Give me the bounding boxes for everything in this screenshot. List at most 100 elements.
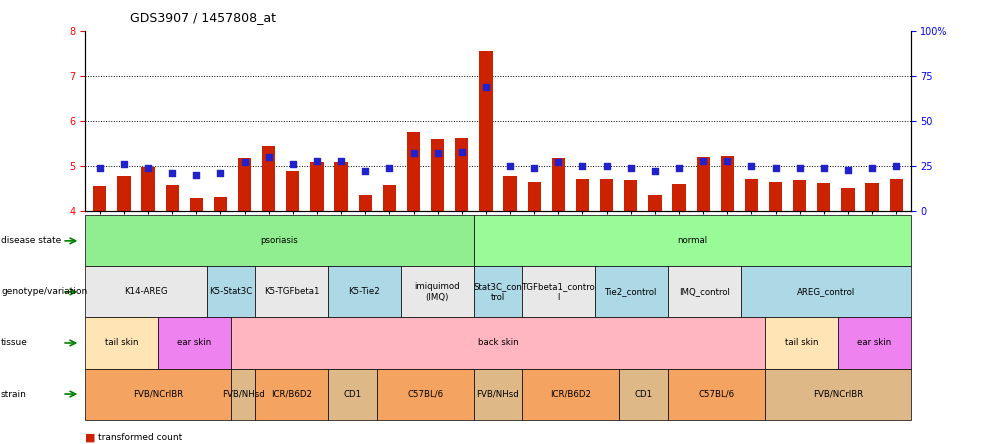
- Bar: [141, 167, 154, 211]
- Bar: [189, 198, 202, 211]
- Bar: [671, 184, 685, 211]
- Bar: [93, 186, 106, 211]
- Point: [694, 157, 710, 164]
- Text: FVB/NHsd: FVB/NHsd: [221, 389, 265, 399]
- Point: [212, 170, 228, 177]
- Text: genotype/variation: genotype/variation: [1, 287, 87, 297]
- Point: [526, 164, 542, 171]
- Point: [598, 163, 614, 170]
- Text: IMQ_control: IMQ_control: [678, 287, 729, 297]
- Text: strain: strain: [1, 389, 27, 399]
- Text: FVB/NCrIBR: FVB/NCrIBR: [812, 389, 862, 399]
- Bar: [817, 183, 830, 211]
- Text: normal: normal: [676, 236, 706, 246]
- Bar: [527, 182, 540, 211]
- Bar: [865, 183, 878, 211]
- Bar: [889, 178, 902, 211]
- Text: FVB/NCrIBR: FVB/NCrIBR: [133, 389, 183, 399]
- Point: [91, 164, 107, 171]
- Point: [622, 164, 638, 171]
- Text: tail skin: tail skin: [784, 338, 818, 348]
- Point: [477, 83, 493, 91]
- Text: K5-TGFbeta1: K5-TGFbeta1: [264, 287, 319, 297]
- Text: ICR/B6D2: ICR/B6D2: [550, 389, 591, 399]
- Bar: [479, 52, 492, 211]
- Point: [164, 170, 180, 177]
- Text: psoriasis: psoriasis: [261, 236, 298, 246]
- Point: [140, 164, 156, 171]
- Bar: [310, 163, 324, 211]
- Point: [815, 164, 831, 171]
- Bar: [599, 178, 612, 211]
- Bar: [262, 146, 276, 211]
- Text: C57BL/6: C57BL/6: [407, 389, 443, 399]
- Point: [188, 171, 204, 178]
- Text: K5-Tie2: K5-Tie2: [349, 287, 380, 297]
- Text: K5-Stat3C: K5-Stat3C: [209, 287, 253, 297]
- Bar: [793, 180, 806, 211]
- Bar: [647, 195, 661, 211]
- Text: Stat3C_con
trol: Stat3C_con trol: [473, 282, 522, 301]
- Text: C57BL/6: C57BL/6: [697, 389, 733, 399]
- Text: ■: ■: [85, 432, 95, 442]
- Point: [718, 157, 734, 164]
- Point: [888, 163, 904, 170]
- Text: Tie2_control: Tie2_control: [605, 287, 657, 297]
- Text: tail skin: tail skin: [105, 338, 138, 348]
- Text: disease state: disease state: [1, 236, 61, 246]
- Point: [405, 150, 421, 157]
- Bar: [841, 187, 854, 211]
- Point: [742, 163, 759, 170]
- Point: [646, 168, 662, 175]
- Bar: [237, 158, 250, 211]
- Point: [791, 164, 807, 171]
- Text: K14-AREG: K14-AREG: [124, 287, 167, 297]
- Text: ICR/B6D2: ICR/B6D2: [271, 389, 312, 399]
- Bar: [503, 176, 516, 211]
- Point: [236, 159, 253, 166]
- Bar: [769, 182, 782, 211]
- Bar: [383, 185, 396, 211]
- Bar: [695, 157, 709, 211]
- Text: tissue: tissue: [1, 338, 28, 348]
- Text: TGFbeta1_contro
l: TGFbeta1_contro l: [521, 282, 595, 301]
- Bar: [359, 195, 372, 211]
- Point: [333, 157, 349, 164]
- Point: [357, 168, 373, 175]
- Text: transformed count: transformed count: [98, 433, 182, 442]
- Point: [839, 166, 855, 173]
- Point: [116, 161, 132, 168]
- Point: [767, 164, 783, 171]
- Point: [863, 164, 879, 171]
- Bar: [455, 138, 468, 211]
- Bar: [334, 163, 348, 211]
- Point: [453, 148, 469, 155]
- Bar: [551, 158, 564, 211]
- Text: CD1: CD1: [634, 389, 652, 399]
- Point: [261, 154, 277, 161]
- Bar: [575, 178, 588, 211]
- Text: AREG_control: AREG_control: [796, 287, 854, 297]
- Bar: [623, 180, 636, 211]
- Text: imiquimod
(IMQ): imiquimod (IMQ): [414, 282, 460, 301]
- Point: [285, 161, 301, 168]
- Bar: [286, 171, 300, 211]
- Text: GDS3907 / 1457808_at: GDS3907 / 1457808_at: [130, 11, 277, 24]
- Text: ear skin: ear skin: [857, 338, 891, 348]
- Bar: [165, 185, 178, 211]
- Bar: [117, 176, 130, 211]
- Point: [550, 159, 566, 166]
- Bar: [431, 139, 444, 211]
- Text: ear skin: ear skin: [177, 338, 211, 348]
- Point: [574, 163, 590, 170]
- Bar: [213, 198, 226, 211]
- Text: CD1: CD1: [343, 389, 361, 399]
- Bar: [744, 178, 758, 211]
- Bar: [407, 132, 420, 211]
- Point: [670, 164, 686, 171]
- Bar: [719, 156, 733, 211]
- Text: back skin: back skin: [477, 338, 518, 348]
- Point: [502, 163, 518, 170]
- Point: [309, 157, 325, 164]
- Point: [429, 150, 445, 157]
